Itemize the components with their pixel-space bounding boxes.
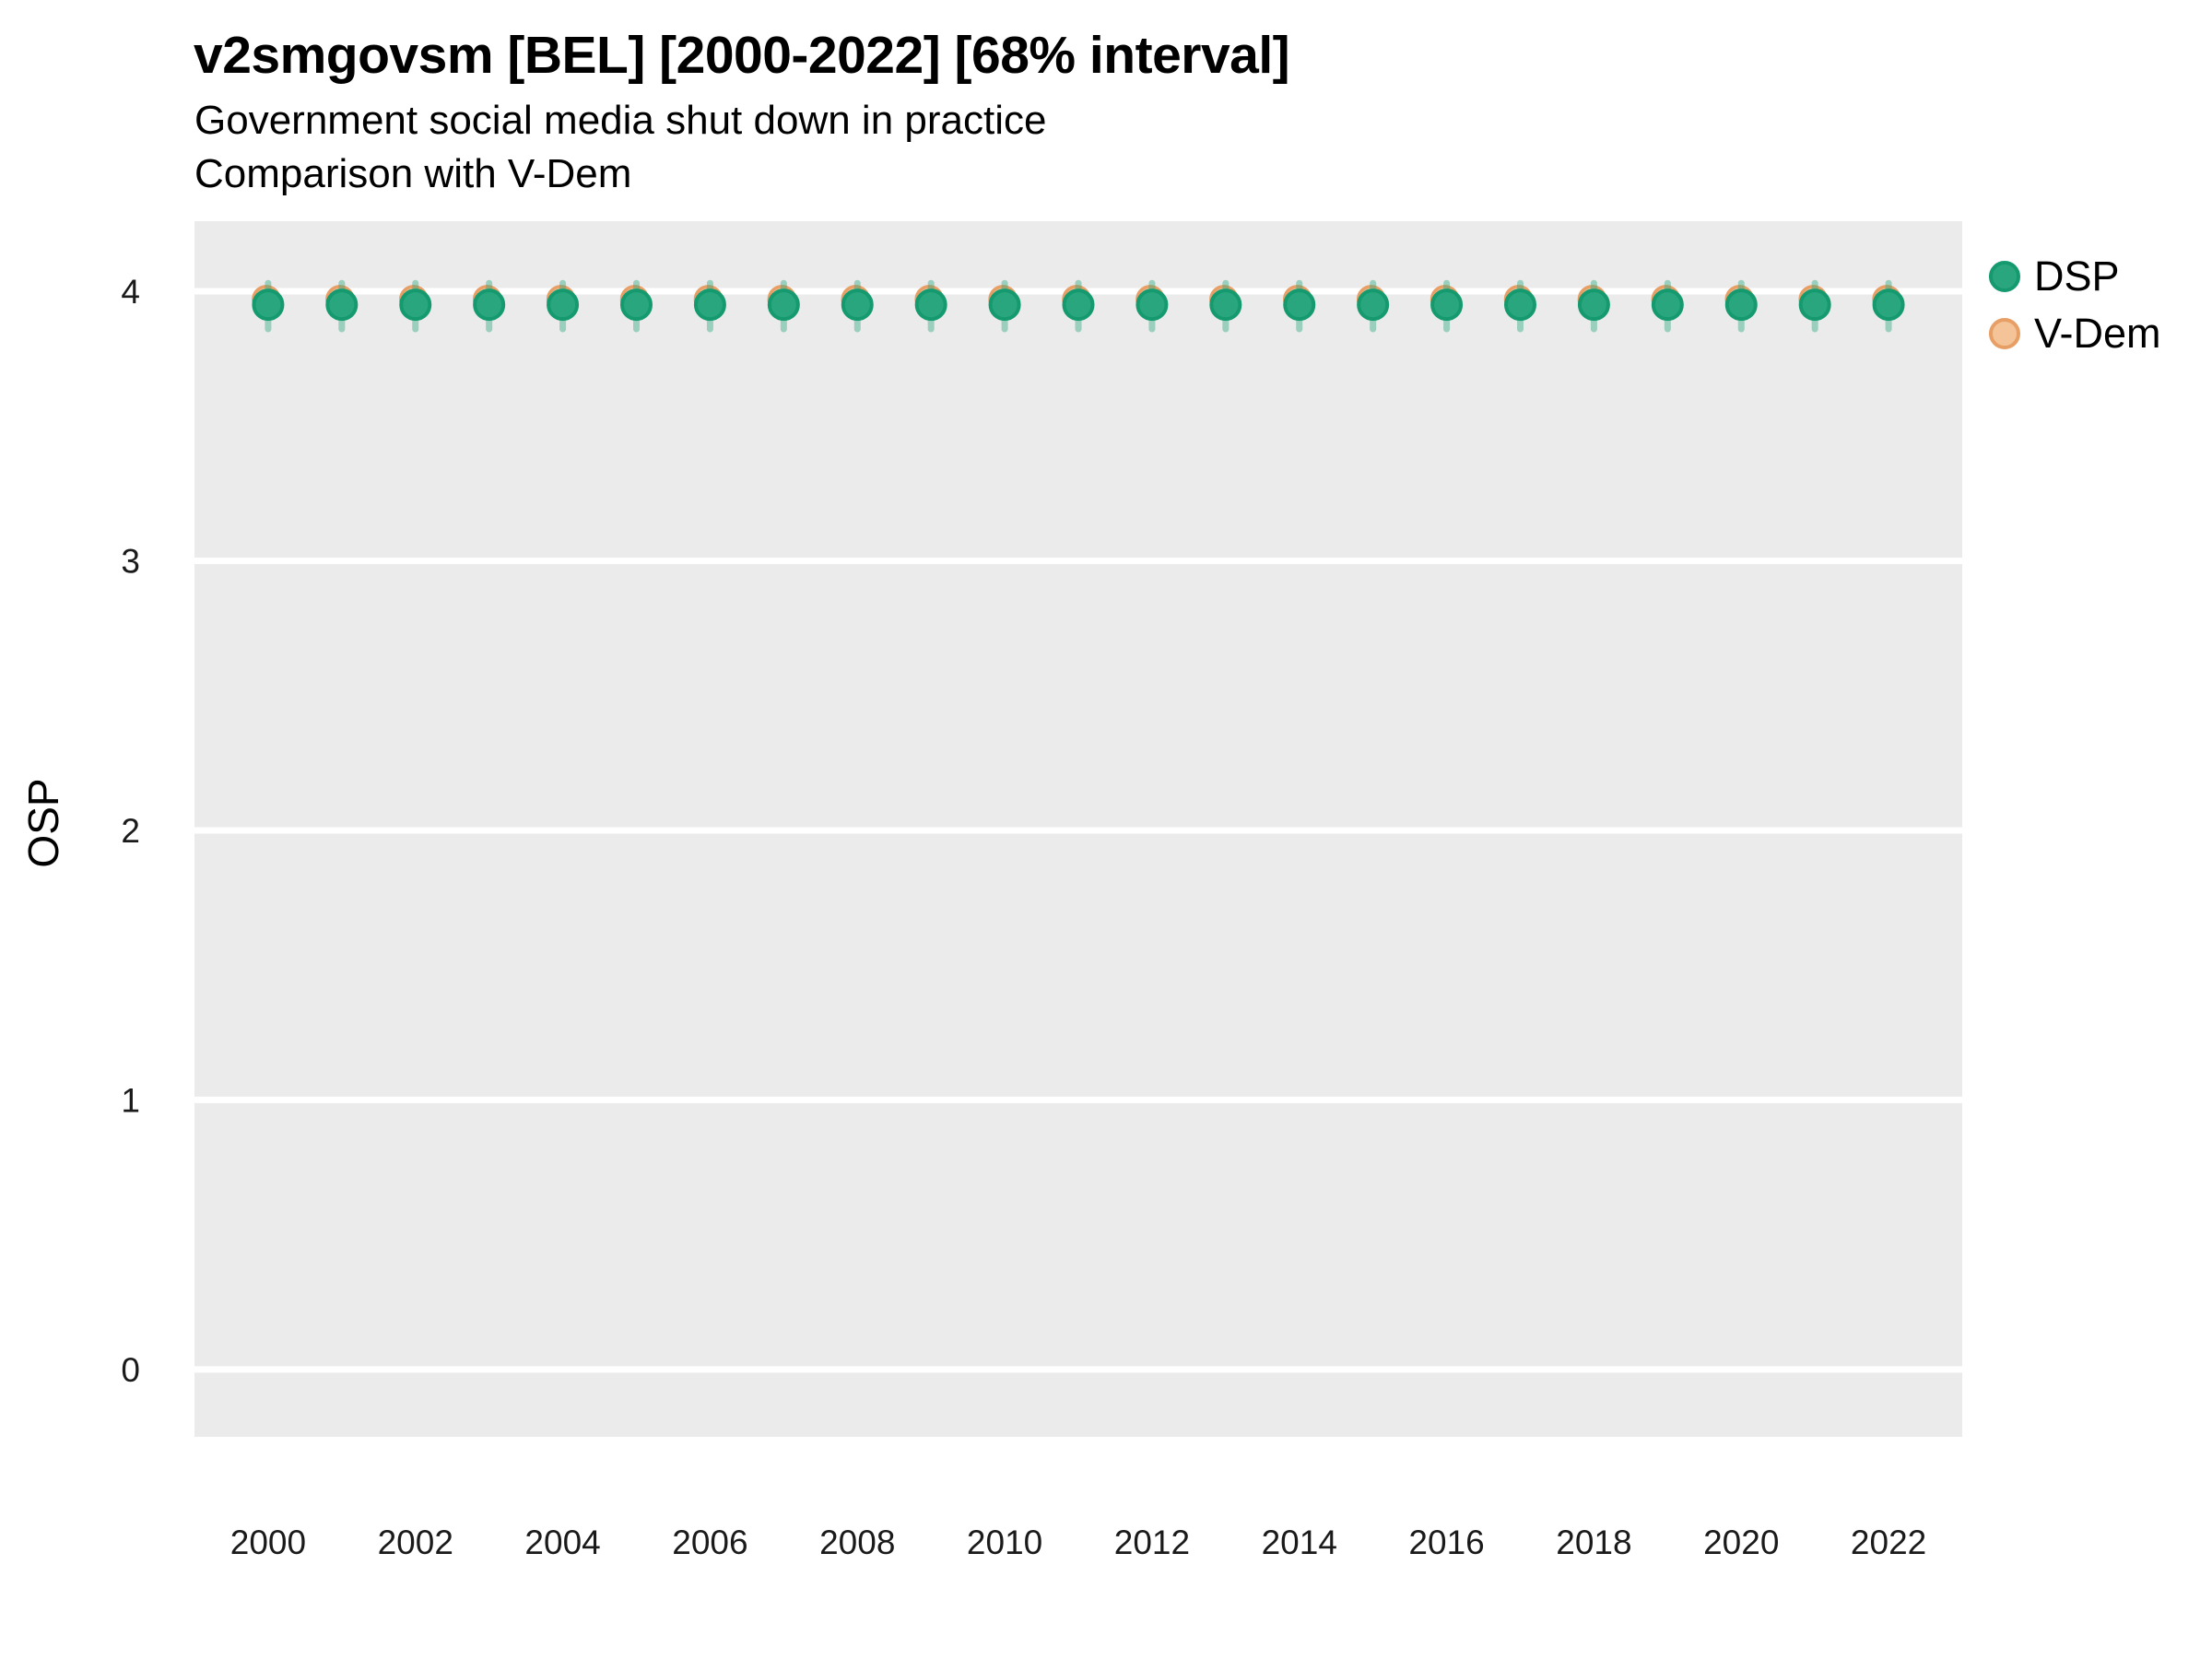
legend-label-dsp: DSP bbox=[2034, 253, 2120, 300]
x-tick-label-2020: 2020 bbox=[1703, 1524, 1779, 1561]
legend-dot-dsp-icon bbox=[1989, 261, 2020, 292]
data-point-dsp-2011 bbox=[1062, 288, 1095, 322]
data-point-dsp-2012 bbox=[1135, 288, 1169, 322]
x-tick-label-2002: 2002 bbox=[378, 1524, 453, 1561]
y-tick-label-1: 1 bbox=[121, 1081, 140, 1119]
x-tick-label-2018: 2018 bbox=[1556, 1524, 1631, 1561]
chart-subtitle: Government social media shut down in pra… bbox=[194, 98, 1047, 143]
data-point-dsp-2018 bbox=[1577, 288, 1610, 322]
data-point-dsp-2017 bbox=[1504, 288, 1536, 322]
chart-subtitle-2: Comparison with V-Dem bbox=[194, 151, 632, 196]
y-tick-label-0: 0 bbox=[121, 1351, 140, 1389]
x-tick-label-2014: 2014 bbox=[1262, 1524, 1337, 1561]
x-tick-label-2016: 2016 bbox=[1408, 1524, 1484, 1561]
data-point-dsp-2013 bbox=[1209, 288, 1242, 322]
chart-title: v2smgovsm [BEL] [2000-2022] [68% interva… bbox=[194, 26, 1290, 85]
x-tick-label-2012: 2012 bbox=[1114, 1524, 1190, 1561]
data-point-dsp-2021 bbox=[1798, 288, 1831, 322]
x-tick-label-2006: 2006 bbox=[672, 1524, 747, 1561]
data-point-dsp-2009 bbox=[914, 288, 947, 322]
x-tick-label-2022: 2022 bbox=[1851, 1524, 1926, 1561]
data-point-dsp-2000 bbox=[252, 288, 285, 322]
data-point-dsp-2001 bbox=[325, 288, 359, 322]
x-tick-label-2008: 2008 bbox=[819, 1524, 895, 1561]
x-tick-label-2004: 2004 bbox=[524, 1524, 600, 1561]
data-point-dsp-2014 bbox=[1283, 288, 1316, 322]
legend: DSP V-Dem bbox=[1989, 248, 2161, 362]
y-tick-label-4: 4 bbox=[121, 273, 140, 311]
data-point-dsp-2020 bbox=[1724, 288, 1758, 322]
y-tick-label-3: 3 bbox=[121, 543, 140, 581]
data-point-dsp-2008 bbox=[841, 288, 874, 322]
data-point-dsp-2003 bbox=[473, 288, 506, 322]
x-tick-label-2010: 2010 bbox=[967, 1524, 1042, 1561]
y-tick-label-2: 2 bbox=[121, 812, 140, 850]
data-point-dsp-2019 bbox=[1651, 288, 1684, 322]
legend-dot-vdem-icon bbox=[1989, 318, 2020, 349]
data-point-dsp-2015 bbox=[1357, 288, 1390, 322]
data-point-dsp-2006 bbox=[693, 288, 726, 322]
legend-item-dsp: DSP bbox=[1989, 248, 2161, 305]
data-point-dsp-2007 bbox=[767, 288, 800, 322]
data-point-dsp-2022 bbox=[1872, 288, 1905, 322]
data-point-dsp-2004 bbox=[547, 288, 580, 322]
data-point-dsp-2002 bbox=[399, 288, 432, 322]
data-point-dsp-2010 bbox=[988, 288, 1021, 322]
data-point-dsp-2005 bbox=[620, 288, 653, 322]
data-point-dsp-2016 bbox=[1430, 288, 1464, 322]
x-tick-label-2000: 2000 bbox=[230, 1524, 306, 1561]
legend-item-vdem: V-Dem bbox=[1989, 305, 2161, 362]
legend-label-vdem: V-Dem bbox=[2034, 310, 2161, 357]
